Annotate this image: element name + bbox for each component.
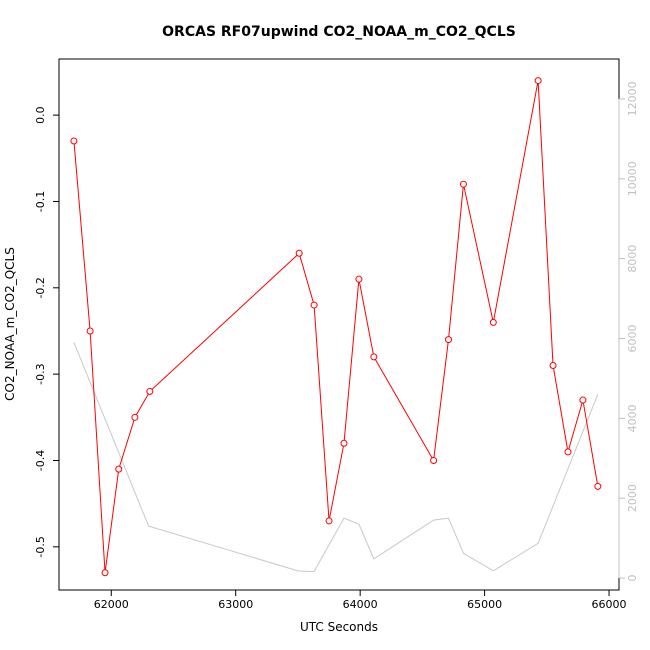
primary-series-line: [73, 80, 599, 573]
x-tick-label: 65000: [467, 598, 502, 611]
secondary-series-line: [73, 342, 599, 573]
y2-tick-label: 4000: [626, 404, 639, 432]
data-point: [340, 439, 348, 447]
x-axis-label: UTC Seconds: [300, 620, 378, 634]
y-tick-label: -0.3: [34, 363, 47, 384]
x-axis: 62000 63000 64000 65000 66000: [94, 589, 627, 611]
plot-frame: [58, 58, 620, 591]
data-point: [549, 362, 557, 370]
y2-tick-label: 0: [626, 575, 639, 582]
y-tick-label: -0.2: [34, 277, 47, 298]
data-point: [131, 413, 139, 421]
data-point: [594, 482, 602, 490]
x-tick-label: 66000: [592, 598, 627, 611]
data-point: [86, 327, 94, 335]
data-point: [295, 249, 303, 257]
data-point: [115, 465, 123, 473]
data-point: [146, 387, 154, 395]
chart-title: ORCAS RF07upwind CO2_NOAA_m_CO2_QCLS: [162, 24, 516, 40]
y-tick-label: -0.4: [34, 450, 47, 471]
x-tick-label: 63000: [218, 598, 253, 611]
y-tick-label: -0.1: [34, 191, 47, 212]
data-point: [101, 569, 109, 577]
data-point: [310, 301, 318, 309]
x-tick-label: 62000: [94, 598, 129, 611]
y-tick-label: -0.5: [34, 536, 47, 557]
y2-tick-label: 6000: [626, 324, 639, 352]
data-point: [370, 353, 378, 361]
y-axis-left: 0.0 -0.1 -0.2 -0.3 -0.4 -0.5: [34, 106, 60, 558]
data-point: [459, 180, 467, 188]
data-point: [70, 137, 78, 145]
data-point: [325, 517, 333, 525]
secondary-series-layer: [73, 342, 599, 573]
x-tick-label: 64000: [343, 598, 378, 611]
data-point: [355, 275, 363, 283]
y2-tick-label: 8000: [626, 245, 639, 273]
data-point: [534, 77, 542, 85]
data-point: [564, 448, 572, 456]
y2-tick-label: 12000: [626, 81, 639, 116]
data-point: [445, 336, 453, 344]
y2-tick-label: 10000: [626, 161, 639, 196]
y-tick-label: 0.0: [34, 106, 47, 124]
data-point: [489, 318, 497, 326]
y-axis-right: 0 2000 4000 6000 8000 10000 12000: [618, 81, 639, 582]
y2-tick-label: 2000: [626, 484, 639, 512]
data-point: [579, 396, 587, 404]
y-axis-label: CO2_NOAA_m_CO2_QCLS: [3, 247, 17, 401]
primary-series-layer: [70, 77, 602, 577]
data-point: [430, 456, 438, 464]
